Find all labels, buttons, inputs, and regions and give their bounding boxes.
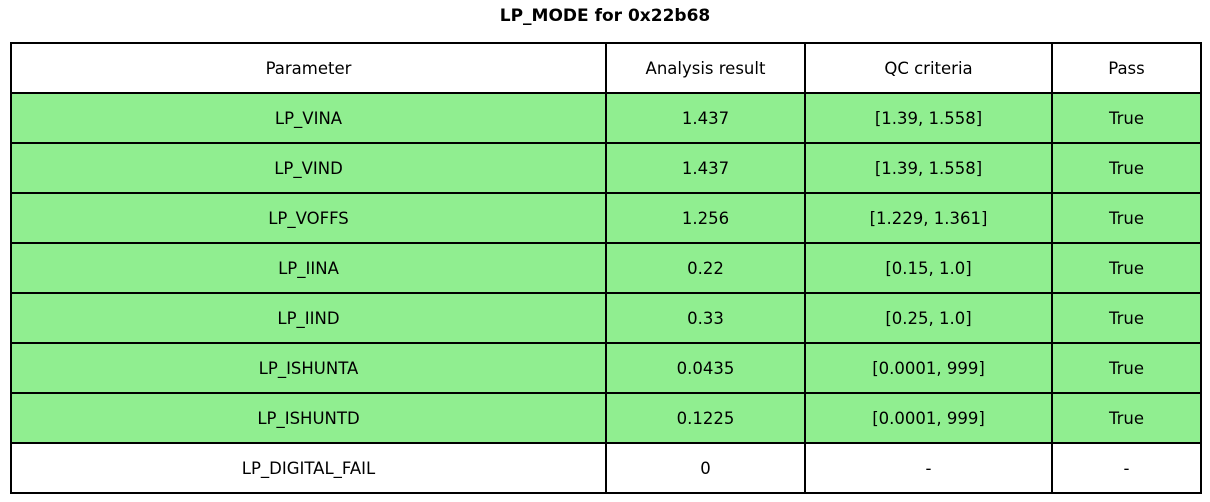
- cell-analysis_result: 0.0435: [605, 342, 806, 394]
- cell-analysis_result: 1.256: [605, 192, 806, 244]
- column-header-parameter: Parameter: [10, 42, 607, 94]
- cell-qc_criteria: -: [804, 442, 1053, 494]
- table-header-row: Parameter Analysis result QC criteria Pa…: [10, 42, 1202, 94]
- cell-parameter: LP_IIND: [10, 292, 607, 344]
- cell-parameter: LP_DIGITAL_FAIL: [10, 442, 607, 494]
- cell-pass: True: [1051, 342, 1202, 394]
- table-row: LP_VINA 1.437 [1.39, 1.558] True: [10, 92, 1202, 144]
- cell-parameter: LP_VINA: [10, 92, 607, 144]
- cell-parameter: LP_ISHUNTA: [10, 342, 607, 394]
- cell-parameter: LP_IINA: [10, 242, 607, 294]
- table-row: LP_ISHUNTD 0.1225 [0.0001, 999] True: [10, 392, 1202, 444]
- qc-table-container: Parameter Analysis result QC criteria Pa…: [10, 42, 1202, 494]
- cell-qc_criteria: [0.15, 1.0]: [804, 242, 1053, 294]
- table-row: LP_IINA 0.22 [0.15, 1.0] True: [10, 242, 1202, 294]
- cell-pass: True: [1051, 192, 1202, 244]
- cell-parameter: LP_VOFFS: [10, 192, 607, 244]
- cell-pass: True: [1051, 292, 1202, 344]
- cell-analysis_result: 0.1225: [605, 392, 806, 444]
- cell-qc_criteria: [1.39, 1.558]: [804, 92, 1053, 144]
- cell-pass: True: [1051, 92, 1202, 144]
- cell-qc_criteria: [0.0001, 999]: [804, 342, 1053, 394]
- cell-analysis_result: 0: [605, 442, 806, 494]
- column-header-pass: Pass: [1051, 42, 1202, 94]
- cell-pass: True: [1051, 142, 1202, 194]
- cell-parameter: LP_VIND: [10, 142, 607, 194]
- table-header: Parameter Analysis result QC criteria Pa…: [10, 42, 1202, 94]
- page-title: LP_MODE for 0x22b68: [499, 6, 711, 26]
- cell-qc_criteria: [0.25, 1.0]: [804, 292, 1053, 344]
- cell-qc_criteria: [1.229, 1.361]: [804, 192, 1053, 244]
- column-header-qc-criteria: QC criteria: [804, 42, 1053, 94]
- table-row: LP_ISHUNTA 0.0435 [0.0001, 999] True: [10, 342, 1202, 394]
- cell-analysis_result: 1.437: [605, 92, 806, 144]
- table-row: LP_IIND 0.33 [0.25, 1.0] True: [10, 292, 1202, 344]
- cell-pass: True: [1051, 392, 1202, 444]
- cell-parameter: LP_ISHUNTD: [10, 392, 607, 444]
- table-row: LP_VOFFS 1.256 [1.229, 1.361] True: [10, 192, 1202, 244]
- cell-pass: -: [1051, 442, 1202, 494]
- cell-analysis_result: 0.33: [605, 292, 806, 344]
- table-body: LP_VINA 1.437 [1.39, 1.558] True LP_VIND 1.43…: [10, 92, 1202, 494]
- table-row: LP_DIGITAL_FAIL 0- -: [10, 442, 1202, 494]
- cell-qc_criteria: [0.0001, 999]: [804, 392, 1053, 444]
- table-row: LP_VIND 1.437 [1.39, 1.558] True: [10, 142, 1202, 194]
- cell-qc_criteria: [1.39, 1.558]: [804, 142, 1053, 194]
- cell-analysis_result: 1.437: [605, 142, 806, 194]
- column-header-analysis-result: Analysis result: [605, 42, 806, 94]
- cell-pass: True: [1051, 242, 1202, 294]
- cell-analysis_result: 0.22: [605, 242, 806, 294]
- qc-results-table: Parameter Analysis result QC criteria Pa…: [10, 42, 1202, 494]
